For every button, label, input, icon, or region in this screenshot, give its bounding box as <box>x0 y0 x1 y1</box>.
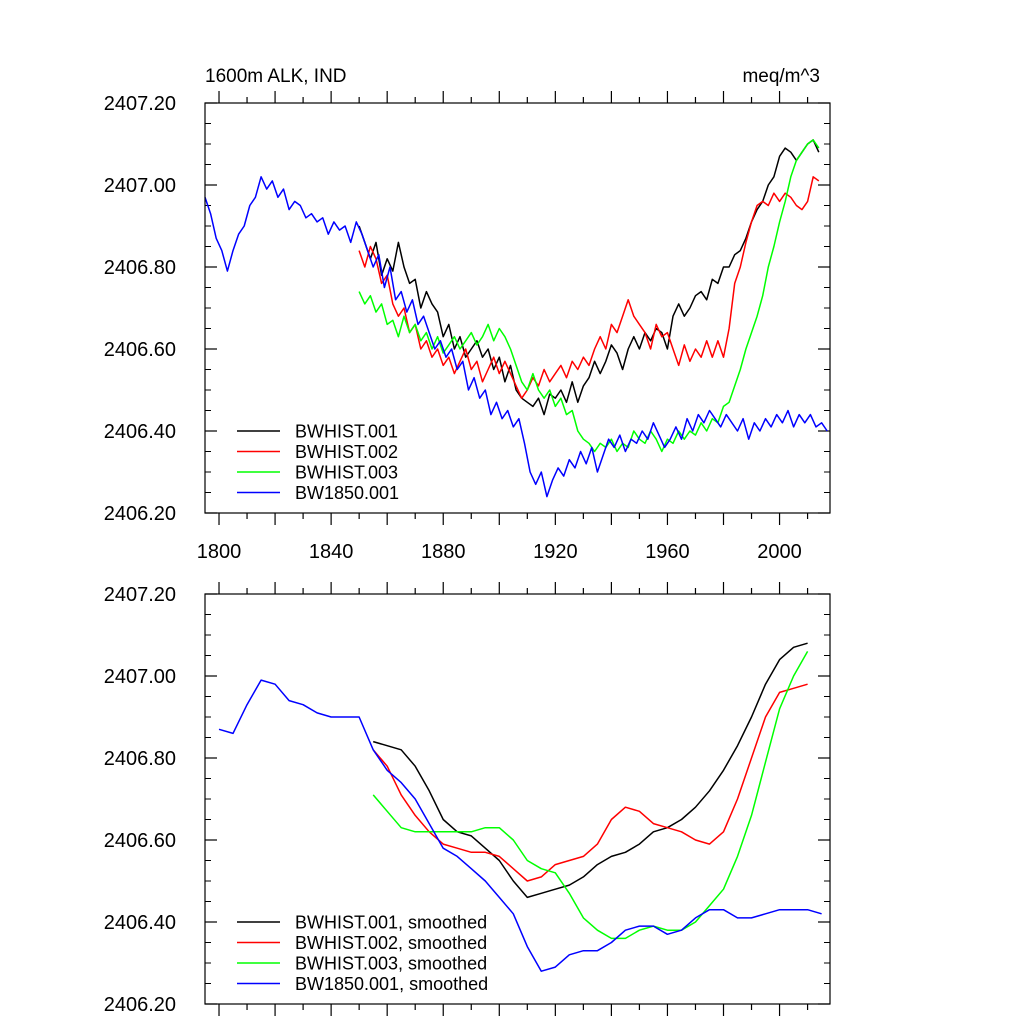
bottom-series-line-1 <box>372 642 808 899</box>
top-legend-label: BWHIST.001 <box>295 422 398 442</box>
bottom-ytick-label: 2407.00 <box>104 666 176 688</box>
top-series-line-1 <box>358 139 820 416</box>
top-title-right: meq/m^3 <box>742 66 820 87</box>
chart-top: 1600m ALK, IND meq/m^3 2407.202407.00240… <box>104 66 831 563</box>
top-plot-frame <box>204 102 831 514</box>
top-series-group <box>204 139 828 498</box>
top-ytick-label: 2406.20 <box>104 503 176 525</box>
top-axis-ticks: 2407.20 2407.00 2406.80 2406.60 2406.40 2406.… <box>104 91 830 563</box>
top-ytick-label: 2406.60 <box>104 339 176 361</box>
bottom-ytick-label: 2406.60 <box>104 830 176 852</box>
top-xtick-label: 1920 <box>533 541 578 563</box>
top-ytick-label: 2407.20 <box>104 93 176 115</box>
bottom-ytick-label: 2406.40 <box>104 912 176 934</box>
bottom-plot-frame <box>204 593 831 1005</box>
bottom-series-group <box>218 642 822 972</box>
bottom-legend-label: BW1850.001, smoothed <box>295 974 488 994</box>
bottom-series-line-2 <box>372 683 808 882</box>
bottom-legend-label: BWHIST.003, smoothed <box>295 954 487 974</box>
top-legend-label: BW1850.001 <box>295 483 399 503</box>
top-ytick-label: 2406.80 <box>104 257 176 279</box>
top-legend-label: BWHIST.003 <box>295 463 398 483</box>
top-series-line-2 <box>358 176 820 399</box>
bottom-axis-ticks: 2407.20 2407.00 2406.80 2406.60 2406.40 2406.… <box>104 582 830 1016</box>
bottom-legend-label: BWHIST.002, smoothed <box>295 933 487 953</box>
top-xtick-label: 2000 <box>757 541 802 563</box>
top-xtick-label: 1800 <box>197 541 242 563</box>
top-series-line-4 <box>204 176 828 498</box>
bottom-ytick-label: 2406.80 <box>104 748 176 770</box>
top-xtick-label: 1880 <box>421 541 466 563</box>
top-legend-label: BWHIST.002 <box>295 442 398 462</box>
top-title-left: 1600m ALK, IND <box>205 66 347 87</box>
top-xtick-label: 1840 <box>309 541 354 563</box>
bottom-series-line-3 <box>372 651 809 940</box>
bottom-series-line-4 <box>218 679 822 972</box>
top-ytick-label: 2407.00 <box>104 175 176 197</box>
top-ytick-label: 2406.40 <box>104 421 176 443</box>
bottom-ytick-label: 2406.20 <box>104 994 176 1016</box>
chart-bottom: 2407.20 2407.00 2406.80 2406.60 2406.40 2406.… <box>104 582 831 1016</box>
bottom-legend-label: BWHIST.001, smoothed <box>295 913 487 933</box>
top-xtick-label: 1960 <box>645 541 690 563</box>
bottom-ytick-label: 2407.20 <box>104 584 176 606</box>
top-series-line-3 <box>358 139 820 453</box>
